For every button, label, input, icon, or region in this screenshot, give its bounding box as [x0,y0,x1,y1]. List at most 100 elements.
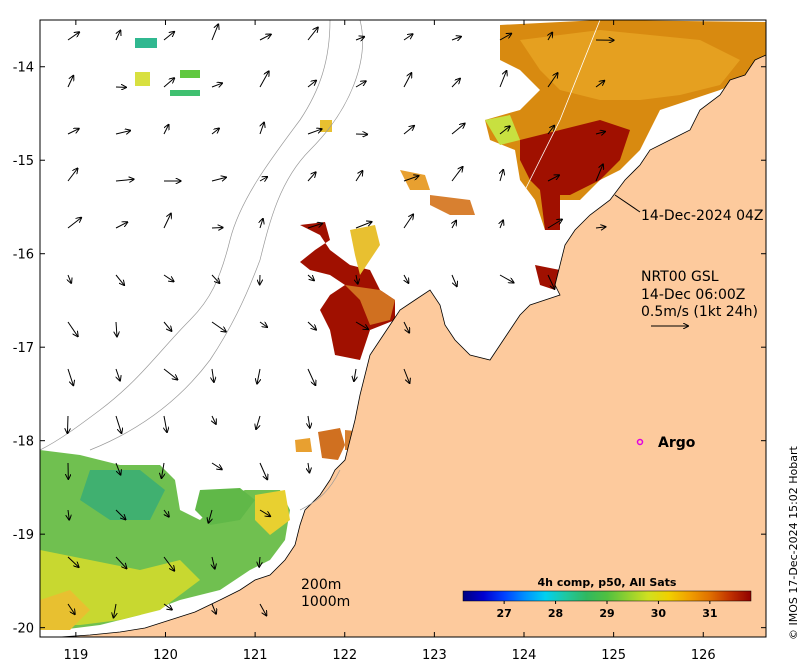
current-arrow [307,368,315,385]
current-arrow [163,214,171,229]
current-arrow [257,368,260,383]
current-arrow [68,509,69,520]
current-arrow [162,462,164,478]
current-arrow [307,223,322,229]
current-arrow [595,227,605,228]
current-arrow [67,169,77,182]
current-arrow [164,509,169,517]
swath-time-label: 14-Dec-2024 04Z [641,208,764,224]
current-arrow [499,34,511,41]
colorbar-bar [462,590,752,602]
current-arrow [356,274,358,284]
current-arrow [163,125,169,135]
colorbar: 4h comp, p50, All Sats 27 28 29 30 31 [462,576,752,620]
y-tick-label: -17 [13,341,34,356]
current-arrow [260,123,264,135]
current-arrow [308,415,310,428]
land-australia [40,54,766,637]
current-arrow [451,79,460,88]
current-arrow [547,126,554,135]
current-arrow [212,368,214,382]
current-arrow [211,128,219,135]
current-arrow [403,34,413,41]
current-arrow [164,415,167,432]
current-arrow [211,274,219,283]
current-arrow [115,131,130,134]
current-arrow [116,368,120,381]
current-arrow [499,126,510,135]
current-arrow [115,179,134,181]
current-arrow [115,222,127,229]
current-arrow [115,274,124,285]
current-arrow [211,321,226,332]
current-arrows [67,24,613,617]
argo-marker [636,438,644,446]
current-arrow [211,83,222,87]
current-arrow [67,368,73,385]
current-arrow [451,124,465,135]
currents-source-label: NRT00 GSL [641,269,719,285]
current-arrow [212,415,216,424]
current-arrow [67,32,79,41]
current-arrow [403,126,414,135]
current-arrow [163,556,174,571]
current-arrow [547,175,559,182]
current-arrow [116,321,117,336]
x-tick-label: 120 [153,648,178,663]
current-arrow [163,274,174,281]
x-tick-label: 121 [243,648,268,663]
x-tick-label: 126 [691,648,716,663]
y-tick-label: -20 [13,622,34,637]
x-tick-label: 124 [512,648,537,663]
credit-text: © IMOS 17-Dec-2024 15:02 Hobart [787,445,800,640]
colorbar-tick-label: 28 [548,607,563,620]
current-arrow [114,603,116,617]
x-tick-label: 125 [601,648,626,663]
current-arrow [354,368,356,381]
current-arrow [67,218,81,229]
current-arrow [259,71,269,88]
x-tick-label: 119 [63,648,88,663]
current-arrow [163,78,174,88]
current-arrow [595,132,605,134]
x-axis: 119 120 121 122 123 124 125 126 [63,20,716,663]
current-arrow [500,220,503,229]
current-arrow [67,129,79,135]
current-arrow [115,415,121,433]
colorbar-tick-label: 29 [599,607,614,620]
current-arrow [259,603,266,615]
current-arrow [163,603,172,610]
current-arrow [307,129,322,135]
current-arrow [67,556,79,567]
current-arrow [259,556,260,567]
current-arrow [259,321,267,327]
current-arrow [355,321,368,329]
current-arrow [547,274,555,289]
current-arrow [211,177,226,181]
current-arrow [404,274,408,283]
plot-frame [39,19,767,638]
current-arrow [115,556,126,568]
currents-time-label: 14-Dec 06:00Z [641,287,745,303]
colorbar-tick-label: 27 [496,607,511,620]
current-arrow [211,462,222,469]
sst-patch-central [300,170,560,360]
current-arrow [355,171,362,182]
current-arrow [403,73,411,88]
y-tick-label: -15 [13,154,34,169]
y-tick-label: -18 [13,435,34,450]
current-arrow [355,37,364,40]
current-arrow [211,24,218,41]
current-arrow [355,222,372,229]
current-arrow [67,415,68,433]
current-arrow [67,76,73,88]
colorbar-tick-label: 30 [651,607,667,620]
current-arrow [403,214,413,229]
current-arrow [451,167,463,182]
colorbar-title: 4h comp, p50, All Sats [538,576,677,589]
current-arrow [208,509,212,523]
x-tick-label: 122 [332,648,357,663]
current-arrow [548,33,552,41]
current-arrow [259,177,267,181]
current-arrow [308,462,309,472]
